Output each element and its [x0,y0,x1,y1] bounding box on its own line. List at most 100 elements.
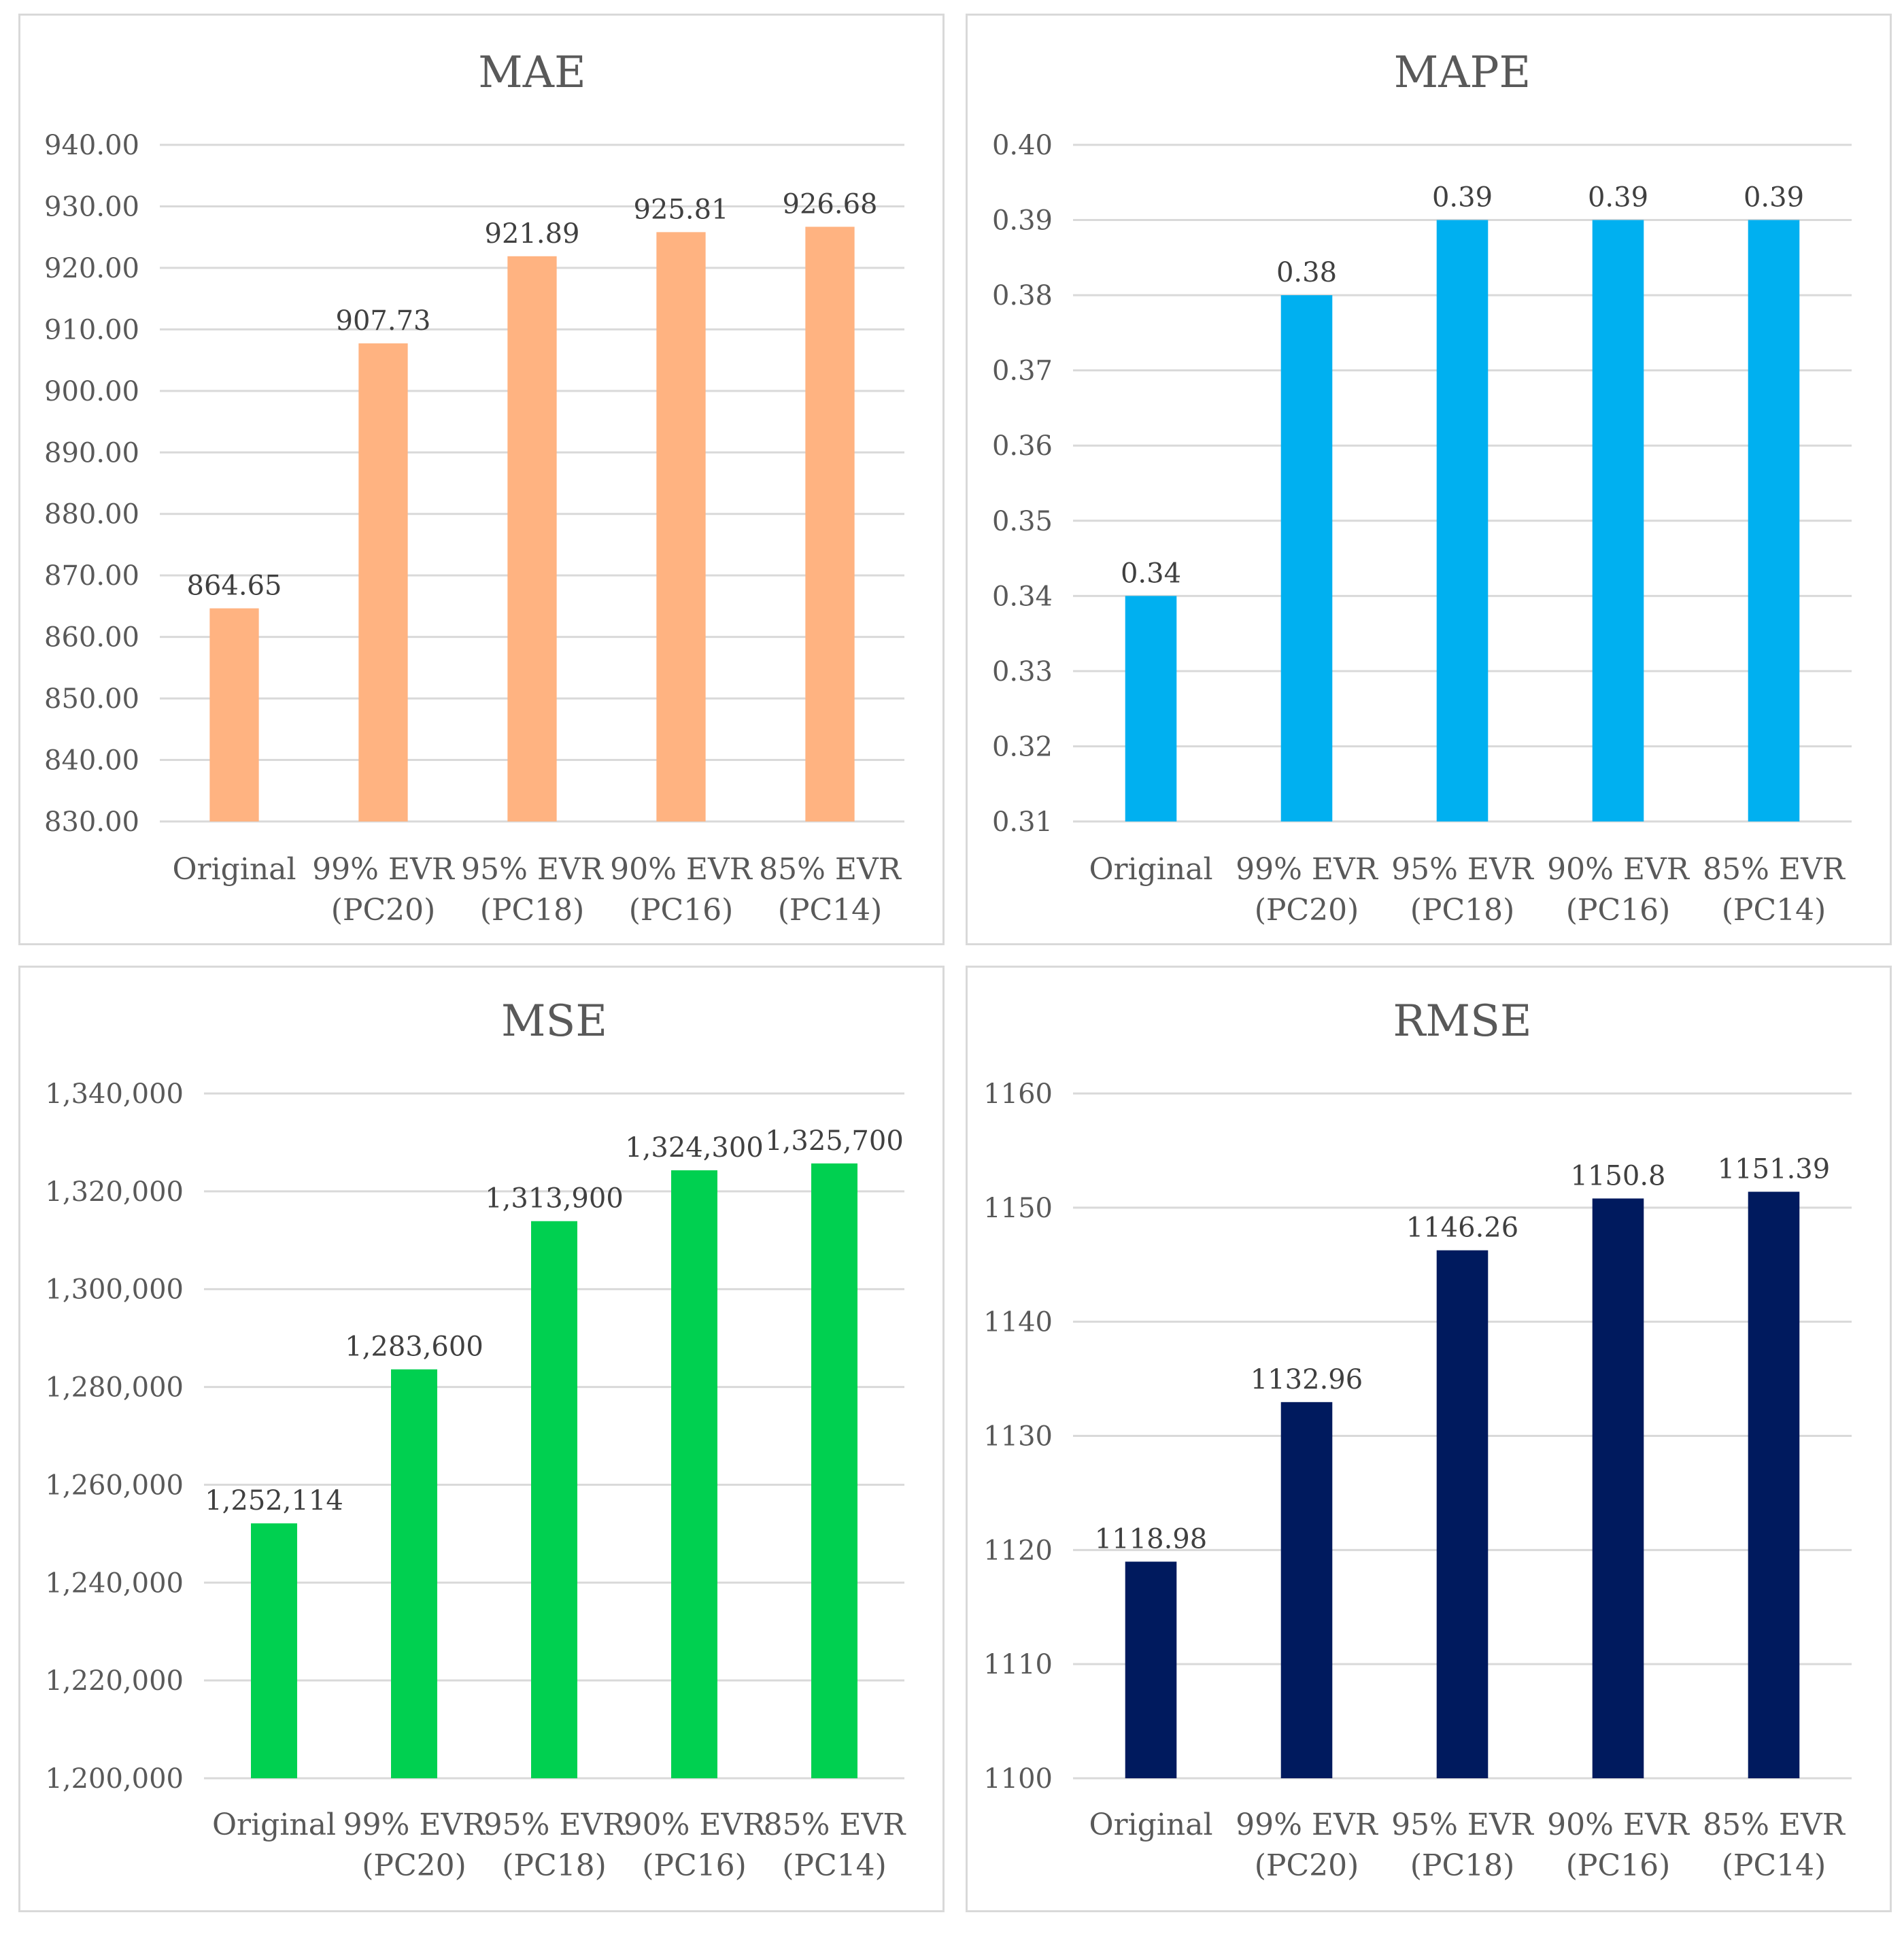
x-category-label: 95% EVR [483,1808,627,1842]
bar [1125,1561,1177,1778]
chart-title: RMSE [1393,996,1531,1047]
x-category-label: 95% EVR [1391,852,1535,887]
y-tick-label: 930.00 [44,191,139,222]
y-tick-label: 830.00 [44,807,139,838]
x-category-label: (PC18) [480,893,585,928]
y-tick-label: 840.00 [44,745,139,777]
bar [1748,1191,1800,1778]
x-category-label: 90% EVR [624,1808,767,1842]
bar [1280,295,1333,822]
x-category-label: 99% EVR [1236,852,1379,887]
y-tick-label: 0.33 [992,656,1053,688]
x-category-label: 85% EVR [1703,852,1846,887]
y-tick-label: 1110 [983,1649,1053,1680]
bar [805,226,855,821]
y-tick-label: 1,220,000 [45,1665,184,1697]
data-label: 1,283,600 [345,1331,483,1363]
y-tick-label: 870.00 [44,560,139,592]
y-tick-label: 1130 [983,1421,1053,1453]
x-category-label: 95% EVR [1391,1808,1535,1842]
bar [811,1163,857,1778]
bar [531,1221,577,1778]
data-label: 1151.39 [1718,1154,1830,1185]
x-category-label: (PC18) [1410,893,1515,928]
x-category-label: (PC18) [502,1848,607,1883]
data-label: 1146.26 [1406,1212,1518,1244]
y-tick-label: 1150 [983,1193,1053,1224]
y-tick-label: 880.00 [44,499,139,530]
data-label: 1150.8 [1571,1160,1666,1191]
x-category-label: (PC16) [629,893,734,928]
y-tick-label: 1,280,000 [45,1372,184,1404]
x-category-label: 95% EVR [461,852,605,887]
data-label: 921.89 [485,218,580,250]
chart-title: MAE [478,48,585,98]
y-tick-label: 1100 [983,1763,1053,1795]
data-label: 907.73 [336,305,431,337]
bar [1125,596,1177,821]
x-category-label: 90% EVR [1547,1808,1690,1842]
bar [209,608,259,821]
y-tick-label: 1,300,000 [45,1274,184,1306]
x-category-label: (PC20) [362,1848,466,1883]
bar [656,232,706,822]
data-label: 1,324,300 [625,1132,764,1164]
bar [1436,1250,1489,1778]
x-category-label: (PC16) [642,1848,747,1883]
chart-panel-mse: MSE 1,200,000 1,220,000 1,240,000 1,260,000 1… [18,966,945,1912]
x-category-label: 99% EVR [1236,1808,1379,1842]
data-label: 0.34 [1121,558,1181,589]
y-tick-label: 920.00 [44,253,139,284]
x-category-label: Original [1089,852,1212,887]
x-category-label: 85% EVR [764,1808,907,1842]
chart-panel-mae: MAE 830.00 840.00 850.00 860.00 870.00 880.00 8… [18,14,945,945]
x-category-label: 99% EVR [312,852,456,887]
data-label: 0.39 [1432,182,1493,214]
bar [251,1523,297,1778]
data-label: 1,325,700 [765,1125,904,1157]
y-tick-label: 0.36 [992,430,1053,462]
y-tick-label: 1,340,000 [45,1079,184,1110]
x-category-label: (PC20) [331,893,436,928]
bar [1592,1198,1644,1778]
x-category-label: (PC18) [1410,1848,1515,1883]
data-label: 1,313,900 [485,1183,624,1215]
y-tick-label: 860.00 [44,622,139,654]
x-category-label: 90% EVR [610,852,753,887]
y-tick-label: 0.34 [992,581,1053,612]
x-category-label: 90% EVR [1547,852,1690,887]
bar [358,343,408,821]
y-tick-label: 0.39 [992,205,1053,237]
x-category-label: (PC14) [1722,1848,1826,1883]
y-tick-label: 0.38 [992,280,1053,311]
data-label: 926.68 [783,188,878,220]
y-tick-label: 1,200,000 [45,1763,184,1795]
x-category-label: (PC16) [1566,893,1671,928]
data-label: 925.81 [634,194,729,225]
y-tick-label: 940.00 [44,130,139,161]
x-category-label: Original [1089,1808,1212,1842]
x-category-label: 85% EVR [759,852,902,887]
y-tick-label: 0.35 [992,506,1053,537]
bar [1280,1402,1333,1778]
data-label: 0.39 [1744,182,1804,214]
bar [1748,220,1800,821]
y-tick-label: 0.37 [992,356,1053,387]
y-tick-label: 0.31 [992,807,1053,838]
x-category-label: Original [212,1808,336,1842]
y-tick-label: 1140 [983,1307,1053,1338]
bar [671,1170,717,1778]
bar [1436,220,1489,821]
x-category-label: Original [172,852,296,887]
data-label: 0.38 [1276,257,1337,288]
chart-panel-mape: MAPE 0.31 0.32 0.33 0.34 0.35 0.36 0.37 0.38 0.39… [966,14,1892,945]
y-tick-label: 0.40 [992,130,1053,161]
y-tick-label: 1,240,000 [45,1567,184,1599]
y-tick-label: 1,320,000 [45,1176,184,1208]
chart-title: MAPE [1394,48,1531,98]
x-category-label: (PC20) [1255,893,1359,928]
bar [507,256,557,821]
y-tick-label: 1160 [983,1079,1053,1110]
data-label: 0.39 [1588,182,1648,214]
bar [391,1369,437,1778]
